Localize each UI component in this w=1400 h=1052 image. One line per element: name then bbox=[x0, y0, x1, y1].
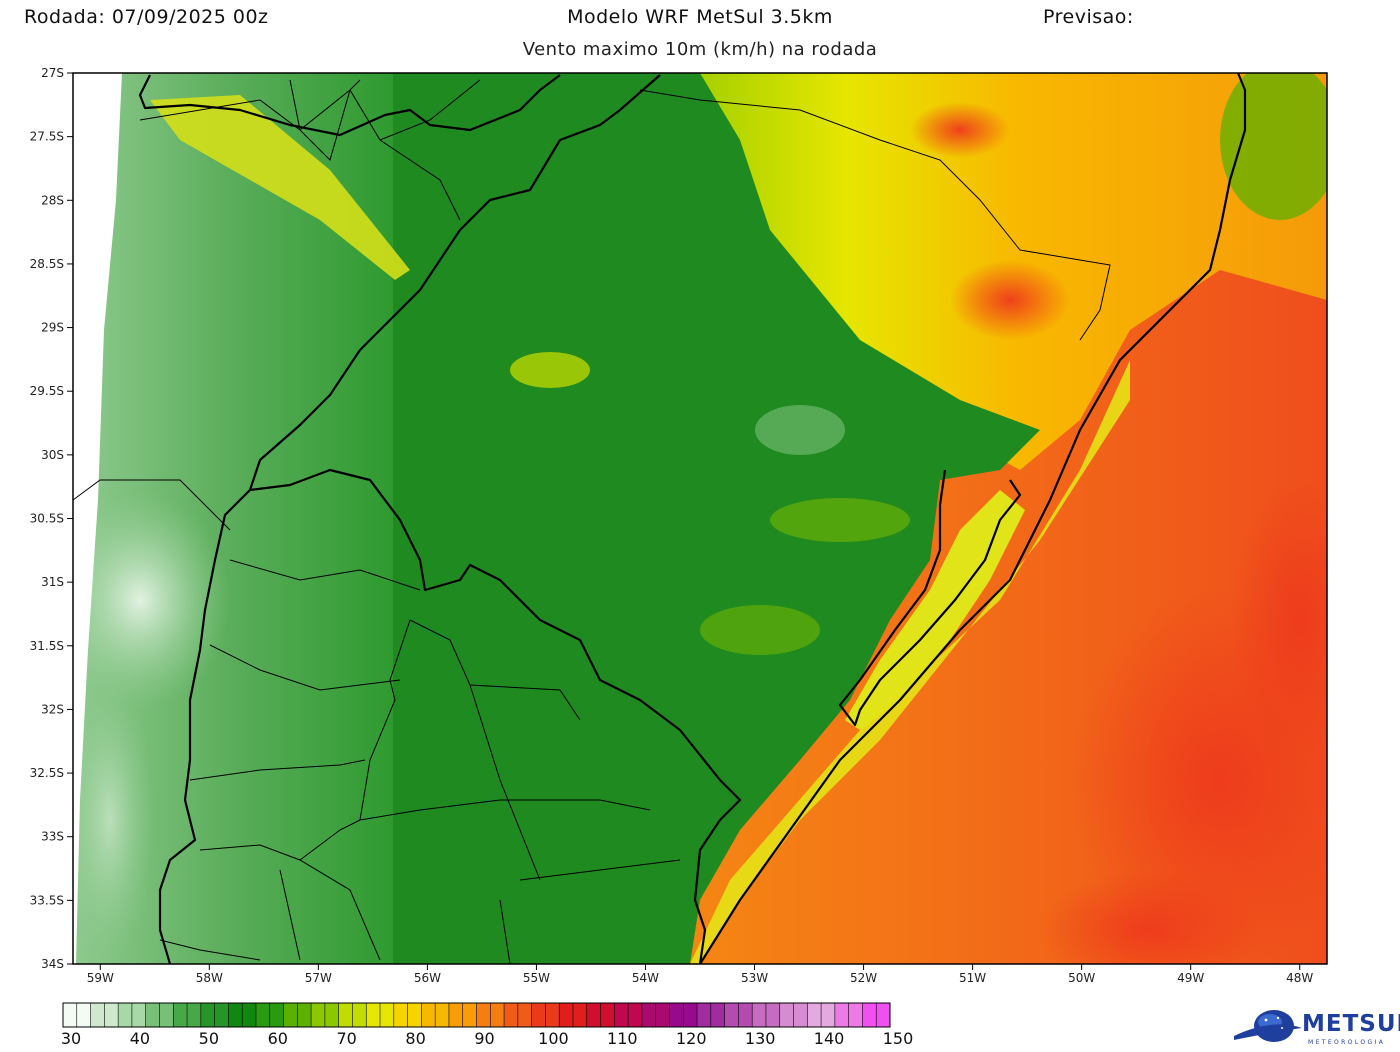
longitude-axis: 59W 58W 57W 56W 55W 54W 53W 52W 51W 50W 49W 48W bbox=[87, 964, 1313, 985]
lat-tick-label: 31S bbox=[41, 575, 64, 589]
lat-tick-label: 29.5S bbox=[30, 384, 64, 398]
strong-wind-area bbox=[910, 102, 1010, 158]
department-border bbox=[519, 859, 681, 881]
uruguay-river-north-border bbox=[138, 74, 561, 137]
lat-tick-label: 31.5S bbox=[30, 639, 64, 653]
weak-wind-area bbox=[755, 405, 845, 455]
no-data-area bbox=[73, 73, 122, 964]
department-border bbox=[359, 799, 651, 821]
department-border bbox=[469, 684, 541, 881]
lagoon-shoreline bbox=[838, 469, 1022, 727]
weak-wind-area bbox=[73, 490, 230, 710]
lon-tick-label: 48W bbox=[1286, 971, 1313, 985]
colorbar-label: 40 bbox=[130, 1029, 150, 1048]
department-border bbox=[209, 644, 401, 691]
colorbar-label: 60 bbox=[268, 1029, 288, 1048]
map-subtitle: Vento maximo 10m (km/h) na rodada bbox=[522, 39, 878, 60]
border-line bbox=[72, 479, 231, 531]
department-border bbox=[189, 759, 366, 781]
colorbar-label: 150 bbox=[883, 1029, 914, 1048]
lon-tick-label: 50W bbox=[1068, 971, 1095, 985]
argentina-border bbox=[158, 74, 661, 965]
model-title: Modelo WRF MetSul 3.5km bbox=[567, 6, 833, 28]
strong-wind-area bbox=[950, 260, 1070, 340]
department-border bbox=[279, 869, 301, 961]
lon-tick-label: 58W bbox=[196, 971, 223, 985]
coastal-wind-band bbox=[690, 360, 1130, 964]
colorbar-label: 100 bbox=[538, 1029, 569, 1048]
lon-tick-label: 57W bbox=[305, 971, 332, 985]
colorbar-label: 30 bbox=[61, 1029, 81, 1048]
lat-tick-label: 29S bbox=[41, 321, 64, 335]
department-border bbox=[159, 939, 261, 961]
lon-tick-label: 49W bbox=[1177, 971, 1204, 985]
colorbar-label: 110 bbox=[607, 1029, 638, 1048]
lat-tick-label: 27.5S bbox=[30, 130, 64, 144]
moderate-wind-area bbox=[510, 352, 590, 388]
lat-tick-label: 27S bbox=[41, 66, 64, 80]
latitude-axis: 27S 27.5S 28S 28.5S 29S 29.5S 30S 30.5S 31S 31.5S… bbox=[30, 66, 73, 971]
department-border bbox=[229, 559, 421, 591]
lat-tick-label: 34S bbox=[41, 957, 64, 971]
strong-wind-area bbox=[1040, 870, 1260, 964]
lon-tick-label: 55W bbox=[523, 971, 550, 985]
metsul-logo-tagline: METEOROLOGIA bbox=[1308, 1039, 1386, 1046]
lat-tick-label: 32S bbox=[41, 702, 64, 716]
moderate-wind-area bbox=[770, 498, 910, 542]
weak-wind-area bbox=[73, 680, 155, 960]
lat-tick-label: 28.5S bbox=[30, 257, 64, 271]
wind-field bbox=[73, 73, 1327, 964]
department-border bbox=[499, 899, 511, 965]
region-borders bbox=[72, 79, 1111, 965]
colorbar-label: 90 bbox=[474, 1029, 494, 1048]
national-borders bbox=[138, 72, 1247, 965]
run-date-label: Rodada: 07/09/2025 00z bbox=[24, 6, 269, 28]
colorbar-label: 140 bbox=[814, 1029, 845, 1048]
colorbar-frame bbox=[62, 1002, 891, 1028]
lat-tick-label: 33S bbox=[41, 830, 64, 844]
moderate-wind-area bbox=[1220, 73, 1327, 220]
colorbar-label: 80 bbox=[405, 1029, 425, 1048]
uruguay-border bbox=[249, 468, 742, 965]
lon-tick-label: 56W bbox=[414, 971, 441, 985]
state-border bbox=[639, 89, 1111, 341]
colorbar-label: 120 bbox=[676, 1029, 707, 1048]
lon-tick-label: 59W bbox=[87, 971, 114, 985]
colorbar-label: 130 bbox=[745, 1029, 776, 1048]
border-line bbox=[379, 139, 461, 221]
lat-tick-label: 30S bbox=[41, 448, 64, 462]
colorbar-label: 50 bbox=[199, 1029, 219, 1048]
atlantic-coastline bbox=[699, 72, 1247, 965]
forecast-label: Previsao: bbox=[1043, 6, 1134, 28]
department-border bbox=[299, 619, 411, 861]
globe-swoosh-icon bbox=[1234, 1010, 1302, 1042]
colorbar: 30 40 50 60 70 80 90 100 110 120 130 140 150 bbox=[61, 1002, 914, 1048]
lat-tick-label: 30.5S bbox=[30, 512, 64, 526]
ridge-wind-band bbox=[150, 95, 410, 280]
lon-tick-label: 52W bbox=[850, 971, 877, 985]
lon-tick-label: 51W bbox=[959, 971, 986, 985]
border-line bbox=[289, 79, 361, 161]
lon-tick-label: 54W bbox=[632, 971, 659, 985]
lat-tick-label: 33.5S bbox=[30, 893, 64, 907]
lon-tick-label: 53W bbox=[741, 971, 768, 985]
strong-wind-area bbox=[1230, 480, 1327, 760]
moderate-wind-area bbox=[700, 605, 820, 655]
lat-tick-label: 28S bbox=[41, 193, 64, 207]
lat-tick-label: 32.5S bbox=[30, 766, 64, 780]
metsul-logo-text: METSUL bbox=[1302, 1011, 1400, 1037]
department-border bbox=[199, 844, 381, 961]
colorbar-label: 70 bbox=[336, 1029, 356, 1048]
